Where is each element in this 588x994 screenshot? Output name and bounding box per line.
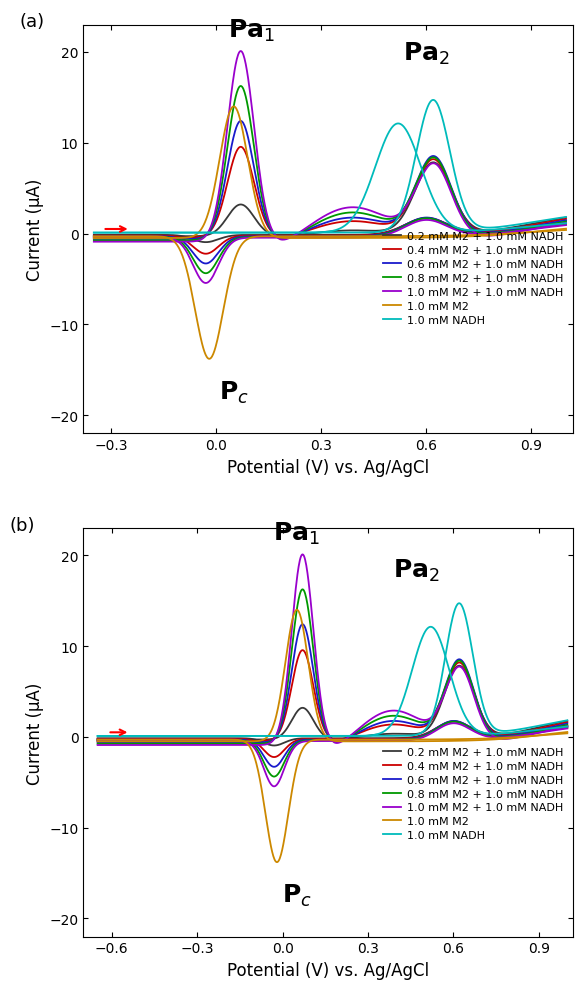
0.2 mM M2 + 1.0 mM NADH bbox=[563, 213, 570, 225]
0.2 mM M2 + 1.0 mM NADH bbox=[365, 226, 372, 238]
0.2 mM M2 + 1.0 mM NADH bbox=[456, 660, 463, 672]
0.2 mM M2 + 1.0 mM NADH bbox=[91, 231, 98, 243]
Line: 0.2 mM M2 + 1.0 mM NADH: 0.2 mM M2 + 1.0 mM NADH bbox=[98, 666, 567, 740]
0.2 mM M2 + 1.0 mM NADH bbox=[379, 729, 386, 741]
0.2 mM M2 + 1.0 mM NADH bbox=[94, 734, 101, 746]
0.2 mM M2 + 1.0 mM NADH bbox=[391, 220, 398, 232]
Legend: 0.2 mM M2 + 1.0 mM NADH, 0.4 mM M2 + 1.0 mM NADH, 0.6 mM M2 + 1.0 mM NADH, 0.8 m: 0.2 mM M2 + 1.0 mM NADH, 0.4 mM M2 + 1.0… bbox=[379, 228, 567, 330]
0.2 mM M2 + 1.0 mM NADH bbox=[449, 188, 456, 200]
0.2 mM M2 + 1.0 mM NADH bbox=[497, 224, 505, 236]
0.2 mM M2 + 1.0 mM NADH bbox=[377, 226, 384, 238]
Text: Pa$_2$: Pa$_2$ bbox=[393, 557, 440, 582]
Legend: 0.2 mM M2 + 1.0 mM NADH, 0.4 mM M2 + 1.0 mM NADH, 0.6 mM M2 + 1.0 mM NADH, 0.8 m: 0.2 mM M2 + 1.0 mM NADH, 0.4 mM M2 + 1.0… bbox=[379, 743, 567, 845]
Text: Pa$_2$: Pa$_2$ bbox=[403, 41, 449, 67]
Y-axis label: Current (μA): Current (μA) bbox=[26, 682, 44, 783]
Line: 0.2 mM M2 + 1.0 mM NADH: 0.2 mM M2 + 1.0 mM NADH bbox=[94, 163, 566, 237]
0.2 mM M2 + 1.0 mM NADH bbox=[429, 157, 436, 169]
0.2 mM M2 + 1.0 mM NADH bbox=[119, 231, 126, 243]
0.2 mM M2 + 1.0 mM NADH bbox=[499, 728, 506, 740]
0.2 mM M2 + 1.0 mM NADH bbox=[393, 728, 400, 740]
Text: P$_c$: P$_c$ bbox=[282, 883, 312, 909]
Text: Pa$_1$: Pa$_1$ bbox=[228, 18, 275, 44]
Text: P$_c$: P$_c$ bbox=[219, 380, 249, 406]
0.2 mM M2 + 1.0 mM NADH bbox=[450, 665, 457, 677]
Text: (b): (b) bbox=[10, 516, 35, 534]
X-axis label: Potential (V) vs. Ag/AgCl: Potential (V) vs. Ag/AgCl bbox=[227, 961, 429, 979]
Text: Pa$_1$: Pa$_1$ bbox=[273, 521, 320, 547]
Y-axis label: Current (μA): Current (μA) bbox=[26, 179, 44, 281]
0.2 mM M2 + 1.0 mM NADH bbox=[564, 715, 571, 727]
X-axis label: Potential (V) vs. Ag/AgCl: Potential (V) vs. Ag/AgCl bbox=[227, 458, 429, 476]
0.2 mM M2 + 1.0 mM NADH bbox=[367, 730, 374, 742]
Text: (a): (a) bbox=[20, 14, 45, 32]
0.2 mM M2 + 1.0 mM NADH bbox=[123, 734, 130, 746]
